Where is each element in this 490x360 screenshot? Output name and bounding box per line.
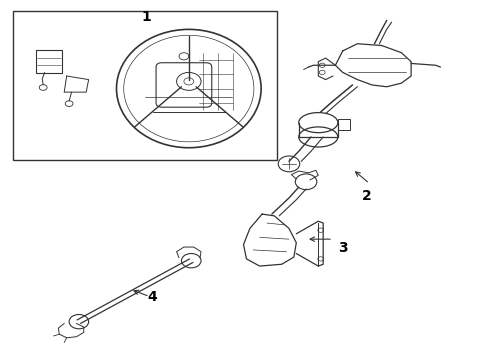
Text: 4: 4	[147, 289, 157, 303]
Bar	[338, 119, 350, 130]
Text: 3: 3	[338, 241, 347, 255]
Text: 1: 1	[142, 10, 151, 24]
Text: 2: 2	[362, 189, 372, 203]
Bar	[13, 12, 277, 160]
